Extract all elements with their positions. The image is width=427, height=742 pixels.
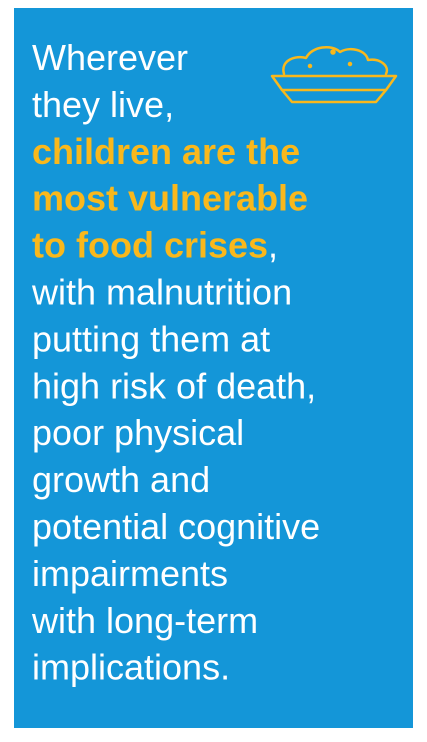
text-line: to food crises, [32, 225, 278, 266]
text-line: potential cognitive [32, 506, 320, 547]
text-line: putting them at [32, 318, 270, 359]
text-line: with long-term [31, 600, 258, 641]
text-line: they live, [32, 84, 174, 125]
text-line: impairments [32, 553, 228, 594]
text-line: children are the [32, 131, 300, 172]
text-line: most vulnerable [32, 178, 308, 219]
text-line: with malnutrition [31, 272, 292, 313]
text-line: high risk of death, [32, 365, 316, 406]
body-text: poor physical [32, 412, 244, 453]
text-line: Wherever [32, 37, 188, 78]
highlight-text: children are the [32, 131, 300, 172]
body-text: putting them at [32, 318, 270, 359]
body-text: Wherever [32, 37, 188, 78]
body-text: potential cognitive [32, 506, 320, 547]
body-text: implications. [32, 647, 230, 688]
text-line: poor physical [32, 412, 244, 453]
body-text: impairments [32, 553, 228, 594]
highlight-text: most vulnerable [32, 178, 308, 219]
body-text: high risk of death, [32, 365, 316, 406]
bowl-icon [270, 45, 398, 104]
text-line: growth and [32, 459, 210, 500]
text-line: implications. [32, 647, 230, 688]
text-block: Wherever they live, children are the most v… [31, 37, 320, 688]
body-text: they live, [32, 84, 174, 125]
body-text: , [268, 225, 278, 266]
body-text: with malnutrition [31, 272, 292, 313]
panel-background [14, 8, 413, 728]
body-text: with long-term [31, 600, 258, 641]
highlight-text: to food crises [32, 225, 268, 266]
body-text: growth and [32, 459, 210, 500]
